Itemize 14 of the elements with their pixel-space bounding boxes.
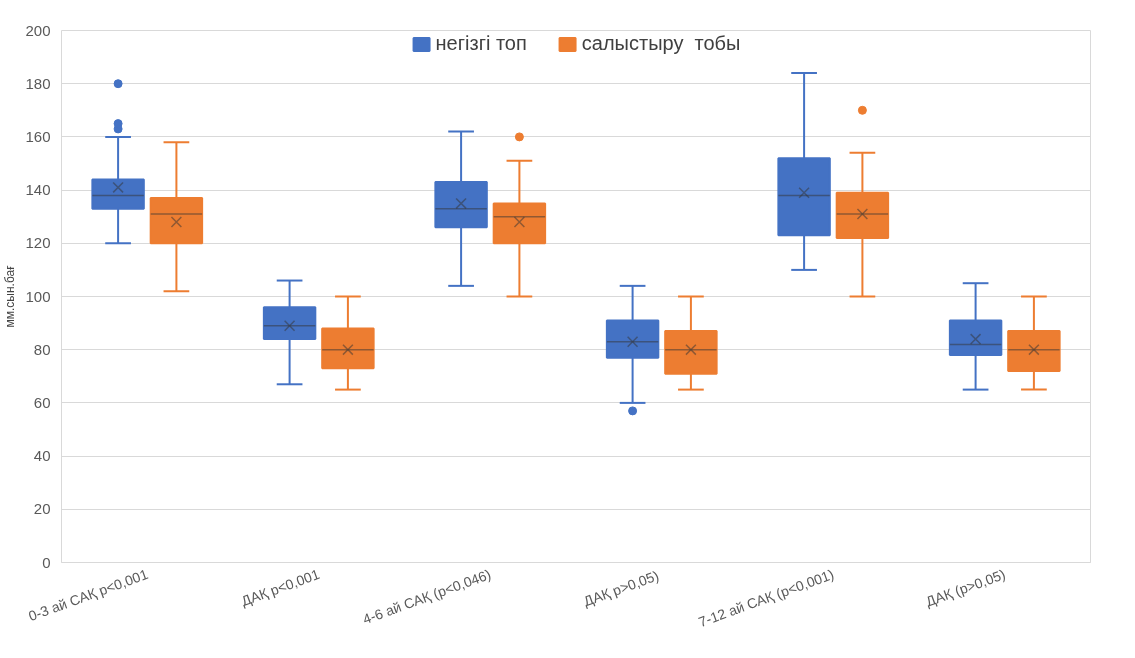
- y-tick-label: 200: [25, 21, 51, 39]
- y-tick-label: 140: [25, 181, 51, 199]
- y-tick-label: 160: [25, 127, 51, 145]
- legend-label: салыстыру тобы: [581, 32, 741, 55]
- y-tick-label: 20: [33, 500, 51, 518]
- y-tick-label: 60: [33, 393, 51, 411]
- legend-label: негізгі топ: [435, 32, 527, 55]
- y-tick-label: 180: [25, 74, 51, 92]
- y-tick-label: 40: [33, 447, 51, 465]
- y-tick-label: 0: [42, 553, 51, 571]
- y-tick-label: 120: [25, 234, 51, 252]
- y-tick-label: 80: [33, 340, 51, 358]
- y-tick-label: 100: [25, 287, 51, 305]
- y-axis-title: мм.сын.бағ: [3, 264, 18, 328]
